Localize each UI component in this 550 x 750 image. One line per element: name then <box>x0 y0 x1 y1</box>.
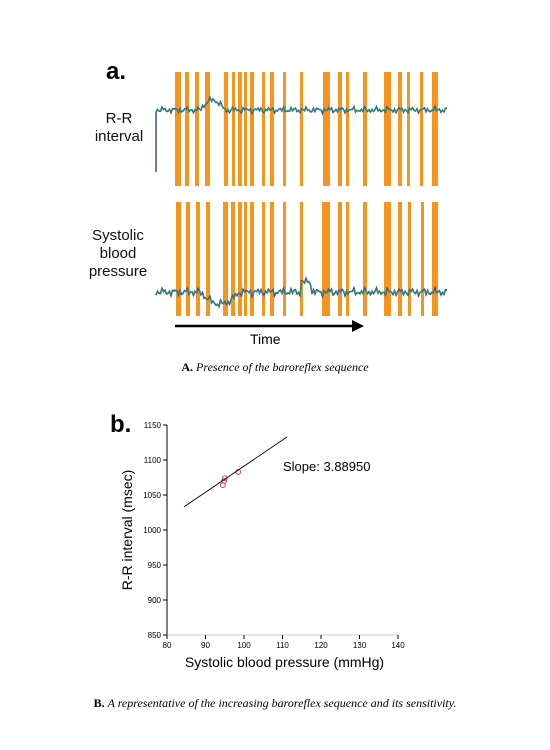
event-bar <box>205 72 210 186</box>
event-bar <box>232 72 235 186</box>
event-bar <box>262 202 265 316</box>
event-bar <box>238 72 242 186</box>
caption: B. A representative of the increasing ba… <box>0 696 550 711</box>
event-bar <box>338 202 342 316</box>
event-bar <box>223 202 228 316</box>
event-bar <box>421 202 424 316</box>
x-tick-label: 80 <box>163 641 172 650</box>
arrow-label: Time <box>250 331 281 347</box>
event-bar <box>300 202 303 316</box>
point <box>221 475 228 482</box>
event-bar <box>322 202 330 316</box>
trace-label: R-R interval <box>94 110 144 145</box>
x-tick-label: 100 <box>237 641 251 650</box>
annotation: Slope: 3.88950 <box>283 459 370 474</box>
event-bar <box>398 202 402 316</box>
y-axis-title: R-R interval (msec) <box>119 470 135 591</box>
event-bar <box>270 202 274 316</box>
event-bar <box>196 202 200 316</box>
event-bar <box>398 72 402 186</box>
caption-text: Presence of the baroreflex sequence <box>196 360 369 374</box>
event-bar <box>432 72 438 186</box>
x-tick-label: 90 <box>201 641 210 650</box>
sbp-sequence <box>155 279 448 307</box>
arrow-head <box>352 320 364 332</box>
event-bar <box>346 202 349 316</box>
caption-label: A. <box>181 360 194 374</box>
x-tick-label: 140 <box>391 641 405 650</box>
event-bar <box>244 202 247 316</box>
event-bar <box>384 202 391 316</box>
y-tick-label: 1050 <box>143 491 161 500</box>
caption-text: A representative of the increasing baror… <box>107 696 457 710</box>
event-bar <box>175 72 181 186</box>
event-bar <box>283 202 286 316</box>
event-bar <box>420 72 423 186</box>
caption: A. Presence of the baroreflex sequence <box>0 360 550 375</box>
event-bar <box>195 72 199 186</box>
event-bar <box>323 72 330 186</box>
event-bar <box>250 202 254 316</box>
event-bar <box>185 72 189 186</box>
event-bar <box>244 72 247 186</box>
event-bar <box>338 72 342 186</box>
event-bar <box>363 72 367 186</box>
event-bar <box>384 72 391 186</box>
x-tick-label: 120 <box>314 641 328 650</box>
x-axis-title: Systolic blood pressure (mmHg) <box>185 654 384 670</box>
caption-label: B. <box>93 696 105 710</box>
y-tick-label: 1100 <box>144 456 162 465</box>
event-bar <box>238 202 242 316</box>
panel-label: a. <box>106 58 127 85</box>
y-tick-label: 850 <box>148 631 162 640</box>
x-tick-label: 110 <box>276 641 289 650</box>
event-bar <box>206 202 210 316</box>
event-bar <box>250 72 254 186</box>
event-bar <box>270 72 274 186</box>
event-bar <box>262 72 265 186</box>
rr-sequence <box>155 97 448 113</box>
event-bar <box>300 72 303 186</box>
event-bar <box>283 72 286 186</box>
y-tick-label: 1150 <box>144 421 162 430</box>
event-bar <box>407 72 410 186</box>
event-bar <box>186 202 190 316</box>
y-tick-label: 1000 <box>143 526 161 535</box>
event-bar <box>224 72 228 186</box>
event-bar <box>432 202 438 316</box>
event-bar <box>363 202 367 316</box>
event-bar <box>346 72 349 186</box>
panel-label: b. <box>110 411 131 438</box>
x-tick-label: 130 <box>353 641 367 650</box>
event-bar <box>176 202 181 316</box>
event-bar <box>231 202 235 316</box>
trace-label: Systolic blood pressure <box>88 227 148 280</box>
y-tick-label: 950 <box>148 561 162 570</box>
sbp-trace <box>155 275 448 309</box>
event-bar <box>408 202 411 316</box>
y-tick-label: 900 <box>148 596 162 605</box>
fit-line <box>183 436 288 508</box>
